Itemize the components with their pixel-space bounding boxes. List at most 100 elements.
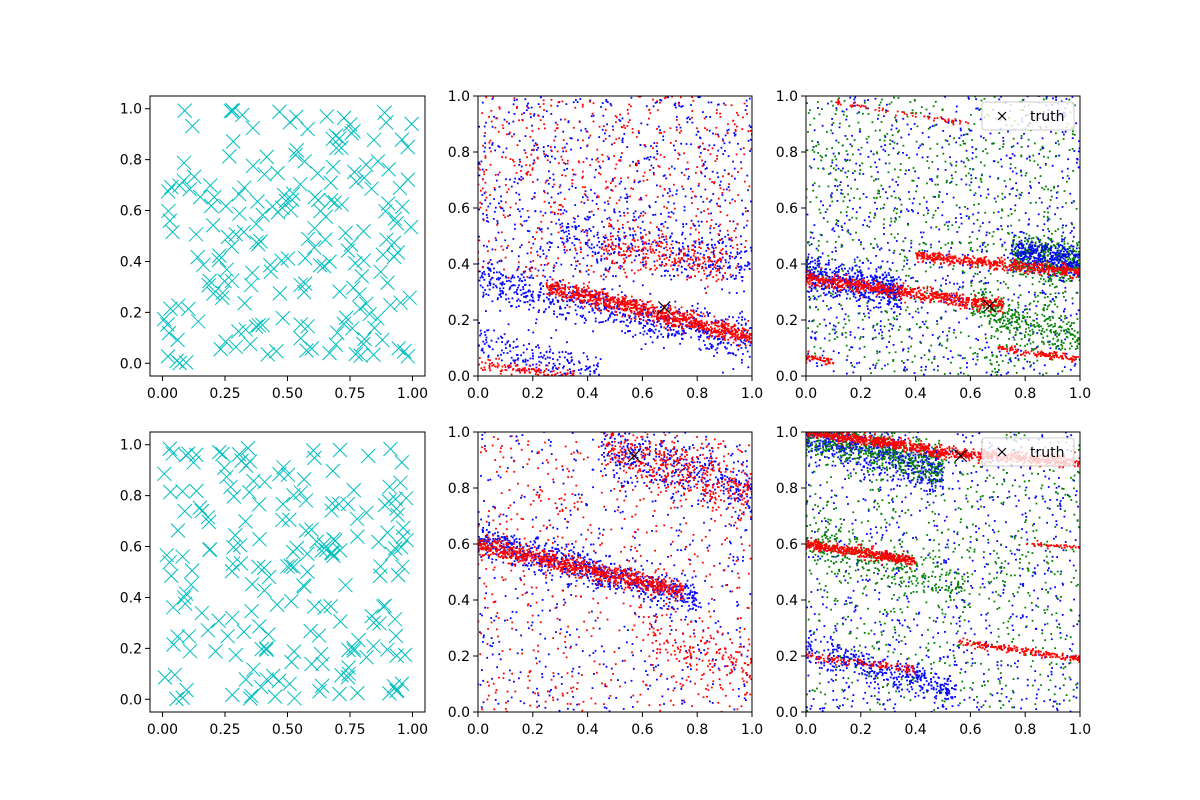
data-point — [1057, 185, 1059, 188]
data-point — [567, 239, 569, 242]
data-point — [672, 252, 675, 254]
data-point — [687, 264, 690, 267]
data-point — [507, 366, 510, 369]
data-point — [516, 345, 519, 348]
data-point — [732, 353, 735, 356]
data-point — [731, 336, 734, 338]
data-point — [647, 257, 649, 259]
data-point — [669, 309, 671, 312]
data-point — [697, 184, 700, 187]
data-point — [998, 350, 1001, 353]
data-point — [971, 139, 974, 141]
data-point — [704, 324, 707, 326]
data-point — [482, 219, 485, 222]
data-point — [732, 368, 735, 370]
data-point — [1056, 207, 1059, 209]
data-point — [695, 195, 697, 198]
data-point — [1071, 137, 1074, 139]
data-point — [889, 323, 892, 325]
data-point — [547, 155, 549, 157]
data-point — [574, 204, 577, 206]
data-point — [619, 159, 622, 161]
data-point — [745, 239, 747, 242]
data-point — [522, 270, 525, 273]
data-point — [568, 368, 571, 371]
data-point — [960, 178, 963, 181]
data-point — [525, 266, 527, 268]
data-point — [724, 272, 726, 274]
data-point — [558, 101, 561, 103]
data-point — [1025, 172, 1028, 174]
data-point — [714, 331, 717, 334]
data-point — [604, 269, 607, 271]
data-point — [810, 336, 812, 339]
data-point — [518, 279, 521, 282]
data-point — [553, 310, 555, 313]
data-point — [542, 293, 545, 295]
data-point — [946, 274, 949, 277]
data-point — [737, 194, 740, 196]
data-point — [519, 161, 521, 163]
x-marker — [223, 103, 239, 119]
data-point — [854, 96, 857, 99]
data-point — [574, 249, 577, 252]
data-point — [596, 293, 598, 296]
data-point — [603, 248, 605, 251]
data-point — [550, 242, 553, 244]
data-point — [581, 105, 584, 108]
data-point — [645, 266, 647, 269]
data-point — [709, 259, 712, 262]
data-point — [703, 322, 706, 325]
data-point — [1062, 177, 1064, 179]
data-point — [608, 303, 610, 306]
data-point — [566, 300, 568, 303]
data-point — [619, 214, 622, 217]
data-point — [571, 179, 574, 181]
data-point — [851, 239, 854, 241]
data-point — [561, 296, 564, 298]
data-point — [941, 146, 944, 149]
data-point — [716, 158, 718, 160]
data-point — [589, 370, 592, 373]
data-point — [641, 248, 643, 251]
data-point — [973, 203, 975, 206]
data-point — [741, 361, 743, 364]
data-point — [605, 307, 607, 309]
data-point — [527, 290, 529, 293]
data-point — [708, 335, 711, 338]
data-point — [1055, 99, 1057, 101]
data-point — [723, 142, 726, 145]
x-marker — [394, 199, 410, 215]
data-point — [518, 369, 521, 372]
data-point — [528, 308, 530, 311]
data-point — [655, 249, 658, 251]
data-point — [487, 356, 490, 358]
data-point — [647, 301, 650, 303]
data-point — [670, 211, 673, 213]
data-point — [603, 304, 605, 306]
data-point — [851, 346, 854, 349]
data-point — [526, 104, 528, 107]
data-point — [516, 105, 518, 108]
data-point — [536, 274, 539, 277]
data-point — [727, 352, 730, 355]
data-point — [683, 152, 685, 155]
data-point — [914, 355, 916, 358]
data-point — [478, 279, 481, 282]
data-point — [671, 333, 674, 335]
data-point — [906, 259, 909, 262]
data-point — [645, 242, 648, 245]
data-point — [614, 275, 617, 278]
data-point — [949, 350, 952, 352]
data-point — [638, 303, 640, 306]
x-marker — [354, 268, 370, 284]
data-point — [886, 284, 888, 287]
data-point — [481, 276, 484, 279]
data-point — [676, 312, 679, 315]
data-point — [747, 130, 750, 133]
data-point — [721, 278, 723, 281]
data-point — [522, 369, 524, 371]
data-point — [629, 300, 632, 303]
data-point — [486, 329, 488, 332]
data-point — [617, 293, 620, 296]
